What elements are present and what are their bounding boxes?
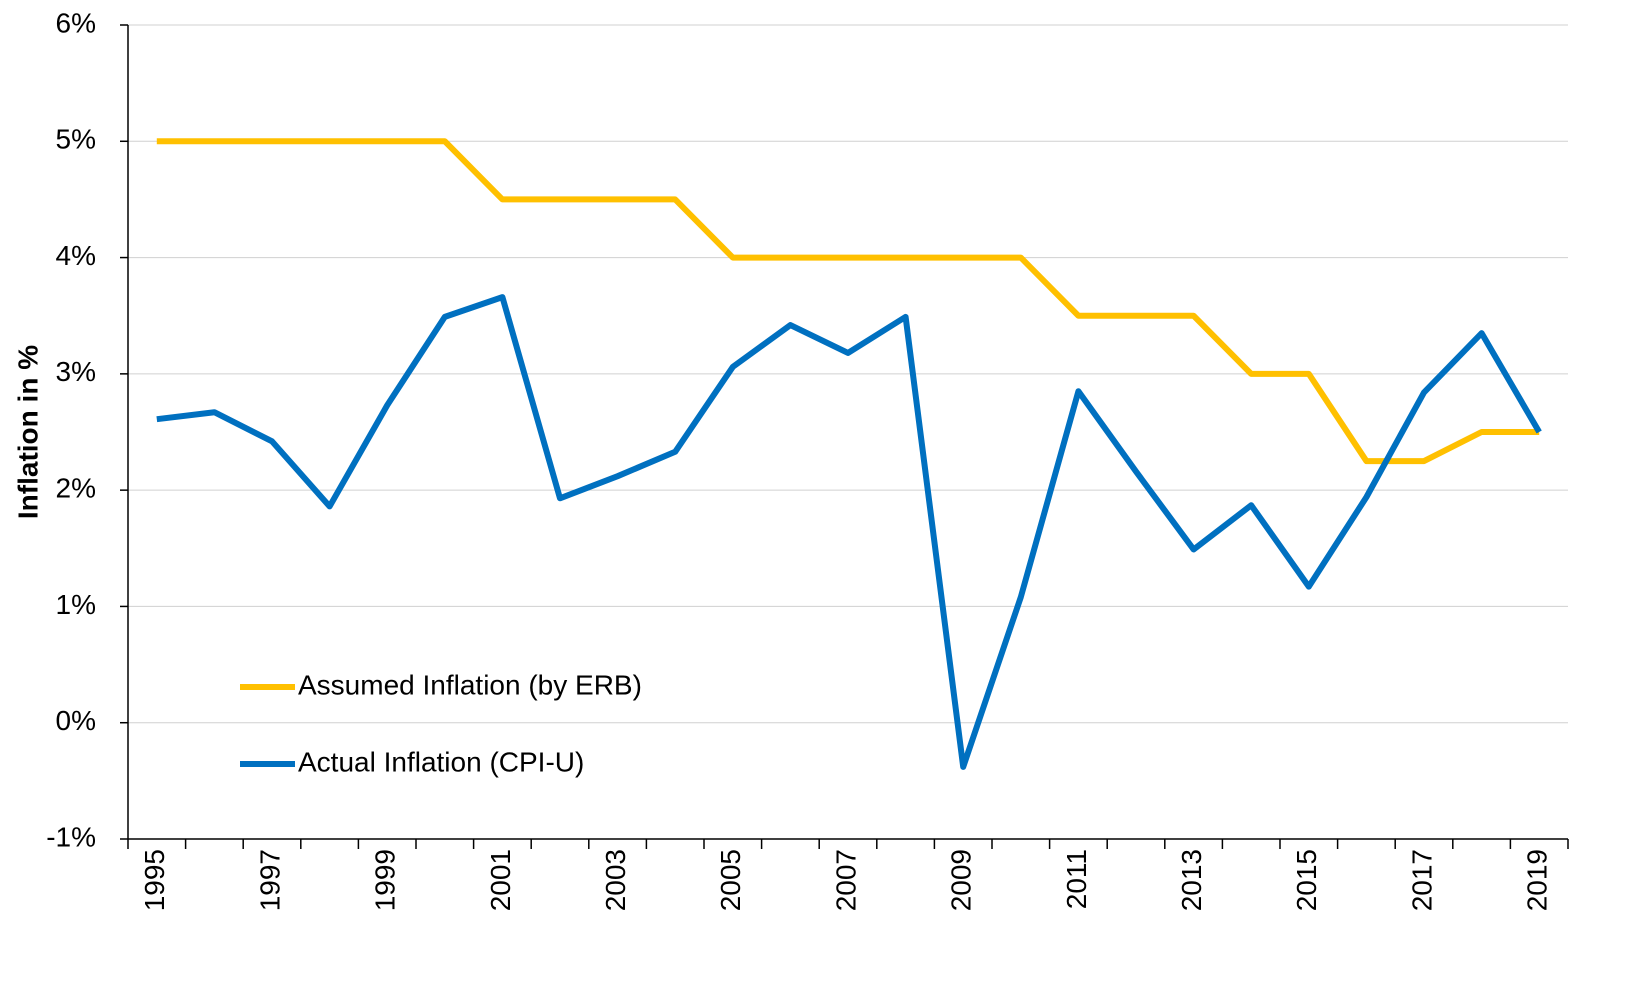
y-tick-label: 0%: [56, 705, 96, 736]
legend-label: Actual Inflation (CPI-U): [298, 746, 584, 777]
y-tick-label: 2%: [56, 473, 96, 504]
x-tick-label: 2007: [830, 849, 861, 911]
y-axis-label: Inflation in %: [12, 345, 43, 519]
y-tick-label: -1%: [46, 821, 96, 852]
x-tick-label: 1995: [139, 849, 170, 911]
x-tick-label: 2019: [1522, 849, 1553, 911]
x-tick-label: 2009: [946, 849, 977, 911]
y-tick-label: 6%: [56, 7, 96, 38]
y-tick-label: 3%: [56, 356, 96, 387]
y-tick-label: 1%: [56, 589, 96, 620]
x-tick-label: 2001: [485, 849, 516, 911]
x-tick-label: 2005: [715, 849, 746, 911]
x-tick-label: 2017: [1406, 849, 1437, 911]
legend-label: Assumed Inflation (by ERB): [298, 669, 642, 700]
x-tick-label: 2013: [1176, 849, 1207, 911]
series-line: [156, 294, 1542, 770]
x-tick-label: 2015: [1291, 849, 1322, 911]
x-tick-label: 1997: [254, 849, 285, 911]
series-line: [156, 138, 1540, 465]
x-tick-label: 2003: [600, 849, 631, 911]
y-tick-label: 5%: [56, 124, 96, 155]
x-tick-label: 2011: [1061, 849, 1092, 909]
x-tick-label: 1999: [370, 849, 401, 911]
y-tick-label: 4%: [56, 240, 96, 271]
